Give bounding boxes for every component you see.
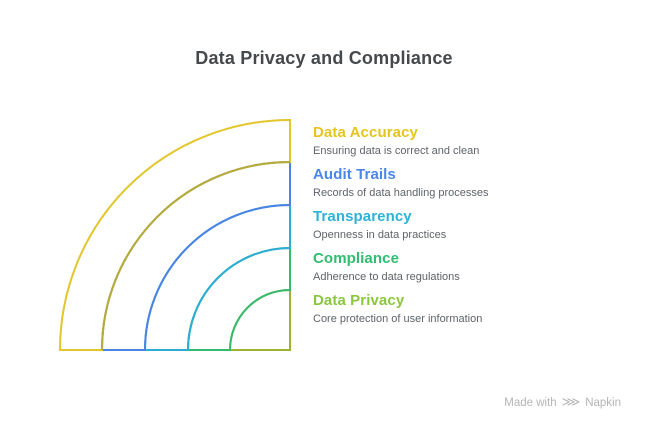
ring-label-title: Transparency (313, 208, 412, 225)
ring-label-description: Adherence to data regulations (313, 271, 460, 283)
made-with-text: Made with (504, 396, 557, 409)
ring-label-title: Data Accuracy (313, 124, 418, 141)
made-with-napkin: Made with ⋙ Napkin (504, 394, 621, 409)
ring-label-description: Openness in data practices (313, 229, 447, 241)
ring-band-data-accuracy (58, 118, 291, 351)
ring-label-description: Core protection of user information (313, 313, 483, 325)
napkin-logo-icon: ⋙ (561, 394, 581, 409)
ring-label-item: Transparency Openness in data practices (313, 208, 553, 242)
ring-band-audit-trails (100, 160, 291, 351)
napkin-brand-text: Napkin (585, 396, 621, 409)
ring-overlap-arc (101, 161, 291, 351)
ring-label-item: Audit Trails Records of data handling pr… (313, 166, 553, 200)
page-title: Data Privacy and Compliance (195, 48, 453, 68)
ring-label-item: Data Accuracy Ensuring data is correct a… (313, 124, 553, 158)
ring-label-item: Compliance Adherence to data regulations (313, 250, 553, 284)
ring-label-title: Data Privacy (313, 292, 405, 309)
ring-band-transparency (143, 203, 291, 351)
ring-label-description: Ensuring data is correct and clean (313, 145, 480, 157)
ring-label-item: Data Privacy Core protection of user inf… (313, 292, 553, 326)
ring-label-title: Compliance (313, 250, 400, 267)
ring-label-description: Records of data handling processes (313, 187, 489, 199)
ring-band-compliance (186, 246, 291, 351)
ring-label-title: Audit Trails (313, 166, 396, 183)
